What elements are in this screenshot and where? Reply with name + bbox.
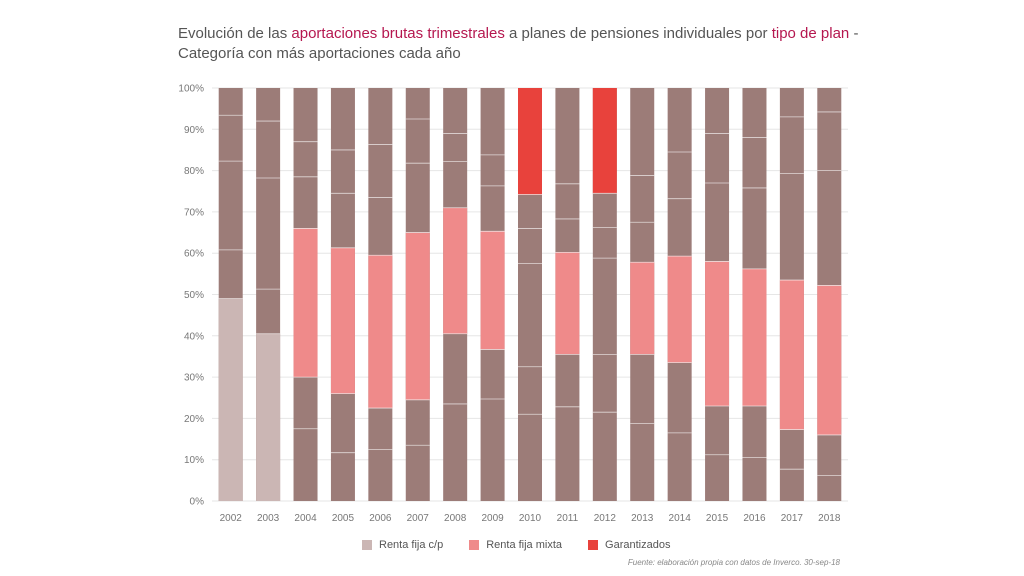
legend-item-renta-fija-cp: Renta fija c/p <box>362 539 443 551</box>
y-tick-label: 60% <box>184 249 204 260</box>
bar-highlight-segment <box>293 228 318 378</box>
bar-2006 <box>368 88 393 501</box>
legend-swatch-garantizados <box>588 540 599 550</box>
x-tick-label: 2002 <box>220 513 243 524</box>
y-tick-label: 100% <box>178 84 204 95</box>
y-tick-label: 70% <box>184 207 204 218</box>
bar-2014 <box>667 88 692 501</box>
bar-highlight-segment <box>555 252 580 355</box>
x-tick-label: 2013 <box>631 513 654 524</box>
bar-highlight-segment <box>405 232 430 400</box>
x-tick-label: 2006 <box>369 513 392 524</box>
x-tick-label: 2017 <box>781 513 804 524</box>
bar-2011 <box>555 88 580 501</box>
legend-label: Renta fija c/p <box>379 539 444 551</box>
bar-2016 <box>742 88 767 501</box>
bar-2012 <box>592 88 617 501</box>
bar-2015 <box>705 88 730 501</box>
bar-2010 <box>518 88 542 501</box>
x-tick-label: 2009 <box>481 513 504 524</box>
bar-highlight-segment <box>518 88 542 195</box>
x-tick-label: 2010 <box>519 513 542 524</box>
bar-2017 <box>779 88 804 501</box>
bar-highlight-segment <box>480 231 505 350</box>
bar-2018 <box>817 88 842 501</box>
x-tick-label: 2003 <box>257 513 280 524</box>
y-tick-label: 90% <box>184 125 204 136</box>
y-tick-label: 80% <box>184 166 204 177</box>
x-tick-label: 2016 <box>743 513 766 524</box>
bar-2005 <box>330 88 355 501</box>
bar-highlight-segment <box>330 247 355 394</box>
bar-2003 <box>256 88 281 501</box>
y-tick-label: 20% <box>184 414 204 425</box>
legend-label: Renta fija mixta <box>486 539 563 551</box>
bar-highlight-segment <box>705 261 730 407</box>
y-tick-label: 0% <box>190 497 205 508</box>
y-tick-label: 40% <box>184 331 204 342</box>
x-tick-label: 2007 <box>407 513 430 524</box>
bar-highlight-segment <box>630 262 655 355</box>
bar-highlight-segment <box>742 268 767 407</box>
title-text-3: - <box>849 25 859 42</box>
y-tick-label: 30% <box>184 373 204 384</box>
bar-highlight-segment <box>667 256 692 363</box>
bar-2008 <box>443 88 468 501</box>
legend: Renta fija c/p Renta fija mixta Garantiz… <box>362 539 670 551</box>
y-tick-label: 10% <box>184 455 204 466</box>
title-highlight-2: tipo de plan <box>771 25 850 42</box>
x-axis: 2002 2003 2004 2005 2006 2007 2008 2009 2010 2011… <box>220 513 841 524</box>
x-tick-label: 2018 <box>818 513 841 524</box>
title-text-2: a planes de pensiones individuales por <box>504 25 772 42</box>
x-tick-label: 2012 <box>594 513 617 524</box>
chart-title: Evolución de las aportaciones brutas tri… <box>178 24 878 64</box>
bar-highlight-segment <box>218 298 243 501</box>
bar-2009 <box>480 88 505 501</box>
title-subtitle: Categoría con más aportaciones cada año <box>178 45 461 62</box>
bar-2004 <box>293 88 318 501</box>
x-tick-label: 2008 <box>444 513 467 524</box>
x-tick-label: 2014 <box>669 513 692 524</box>
x-tick-label: 2004 <box>294 513 317 524</box>
x-tick-label: 2015 <box>706 513 729 524</box>
bar-2013 <box>630 88 655 501</box>
bar-2002 <box>218 88 243 501</box>
title-text-1: Evolución de las <box>178 25 292 42</box>
title-highlight-1: aportaciones brutas trimestrales <box>291 25 505 42</box>
source-note: Fuente: elaboración propia con datos de … <box>627 558 840 567</box>
x-tick-label: 2005 <box>332 513 355 524</box>
bar-highlight-segment <box>443 207 468 334</box>
bar-highlight-segment <box>592 88 617 194</box>
y-axis: 0% 10% 20% 30% 40% 50% 60% 70% 80% 90% 100% <box>178 84 204 508</box>
legend-item-renta-fija-mixta: Renta fija mixta <box>469 539 562 551</box>
bar-highlight-segment <box>256 333 281 501</box>
legend-label: Garantizados <box>605 539 671 551</box>
bar-highlight-segment <box>779 280 804 430</box>
bar-2007 <box>405 88 430 501</box>
bar-highlight-segment <box>368 255 393 409</box>
legend-item-garantizados: Garantizados <box>588 539 670 551</box>
legend-swatch-renta-fija-mixta <box>469 540 480 550</box>
y-tick-label: 50% <box>184 290 204 301</box>
bar-highlight-segment <box>817 285 842 435</box>
x-tick-label: 2011 <box>557 513 579 524</box>
legend-swatch-renta-fija-cp <box>362 540 372 550</box>
bars <box>218 88 842 501</box>
